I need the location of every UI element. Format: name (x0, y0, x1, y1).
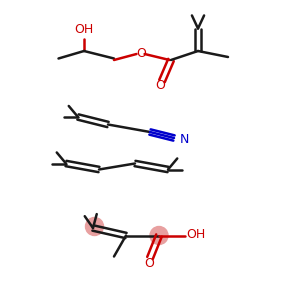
Text: O: O (156, 79, 165, 92)
Text: OH: OH (186, 228, 205, 241)
Circle shape (85, 218, 103, 236)
Text: N: N (180, 133, 189, 146)
Text: O: O (136, 47, 146, 60)
Text: OH: OH (74, 22, 94, 36)
Text: O: O (144, 256, 154, 270)
Circle shape (150, 226, 168, 244)
